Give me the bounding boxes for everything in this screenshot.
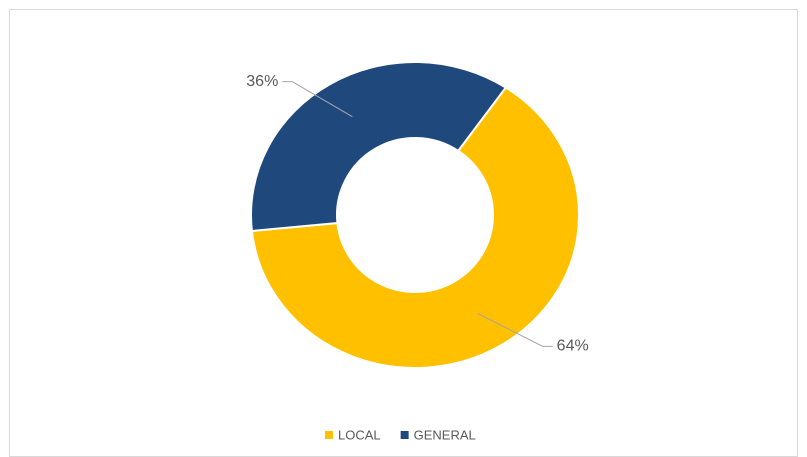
donut-slice — [250, 61, 508, 233]
data-label: 64% — [557, 338, 589, 355]
legend-swatch — [400, 431, 409, 439]
legend-label: LOCAL — [338, 427, 381, 442]
donut-slice — [250, 86, 580, 369]
leader-line — [477, 312, 553, 347]
leader-line — [282, 81, 353, 118]
legend-label: GENERAL — [414, 427, 476, 442]
legend-swatch — [325, 431, 333, 439]
data-label: 36% — [246, 73, 278, 90]
